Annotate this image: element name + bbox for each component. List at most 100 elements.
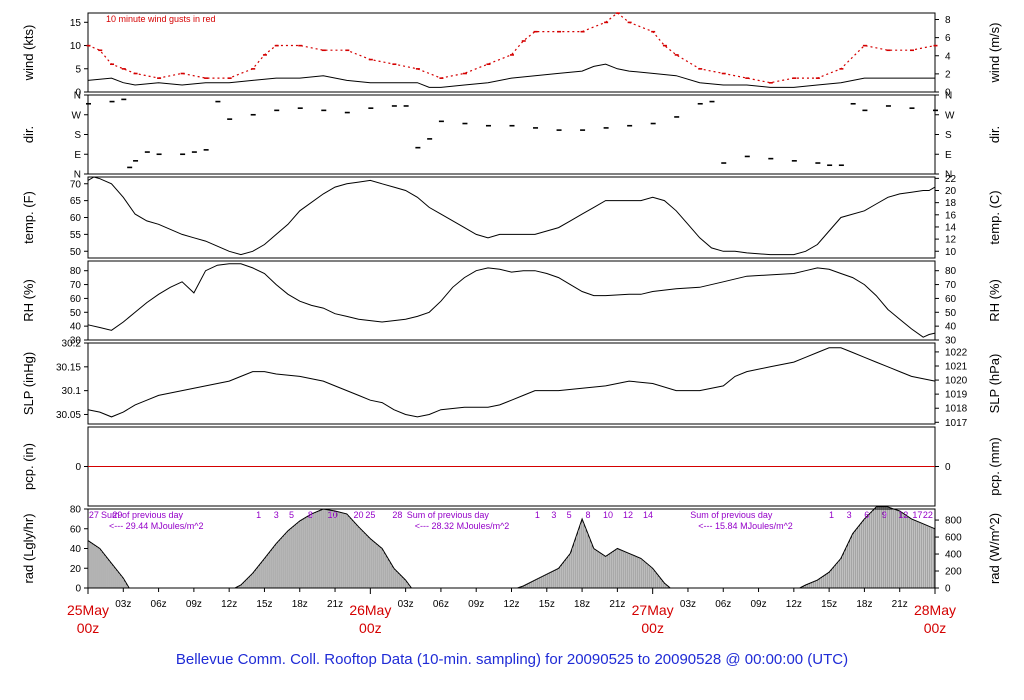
wind-speed-line <box>87 63 935 88</box>
wind-direction-point <box>415 146 421 149</box>
temp-left-tick-label: 65 <box>70 196 82 207</box>
wind-direction-point <box>697 102 703 105</box>
wind-panel: 0 5 10 15 0 2 4 6 8 wind (kts) wind (m/s) 10 minute… <box>21 12 1002 99</box>
wind-direction-point <box>191 151 197 153</box>
x-tick-label: 12z <box>786 599 802 610</box>
wind-gust-point <box>886 49 891 52</box>
rh-left-tick-label: 70 <box>70 280 82 291</box>
wind-gust-point <box>121 68 126 70</box>
wind-direction-point <box>485 124 491 127</box>
wind-direction-point <box>391 105 397 107</box>
wind-gust-point <box>321 49 326 52</box>
wind-direction-point <box>674 116 680 118</box>
wind-gust-point <box>721 72 726 75</box>
wind-direction-point <box>133 160 139 162</box>
radiation-hour-label: 1 <box>256 510 261 520</box>
dir-frame <box>87 94 936 175</box>
x-tick-label: 06z <box>715 599 731 610</box>
wind-gust-point <box>627 21 632 24</box>
wind-gust-point <box>792 77 797 79</box>
dir-right-tick-label: S <box>945 130 952 141</box>
x-tick-label: 18z <box>856 599 872 610</box>
rad-frame <box>87 508 936 589</box>
wind-direction-point <box>462 122 468 125</box>
wind-direction-point <box>215 100 221 103</box>
rh-right-tick-label: 80 <box>945 266 957 277</box>
x-tick-label: 21z <box>327 599 343 610</box>
temp-right-tick-label: 10 <box>945 247 957 258</box>
rh-right-tick-label: 30 <box>945 336 957 347</box>
temp-right-tick-label: 14 <box>945 222 957 233</box>
wind-direction-point <box>109 100 115 103</box>
temp-right-tick-label: 18 <box>945 198 957 209</box>
x-tick-label: 09z <box>750 599 766 610</box>
slp-right-tick-label: 1021 <box>945 362 968 373</box>
wind-gust-point <box>345 49 350 52</box>
dir-right-tick-label: E <box>945 150 952 161</box>
radiation-hour-label: 9 <box>882 510 887 520</box>
dir-left-tick-label: W <box>72 110 82 121</box>
dir-left-tick-label: N <box>74 91 81 102</box>
wind-direction-point <box>815 162 821 164</box>
radiation-daily-title: Sum of previous day <box>101 510 184 520</box>
slp-right-tick-label: 1019 <box>945 390 968 401</box>
wind-direction-point <box>250 113 256 116</box>
wind-gust-point <box>533 30 538 33</box>
x-tick-label: 03z <box>680 599 696 610</box>
radiation-daily-total: <--- 29.44 MJoules/m^2 <box>109 521 204 531</box>
pcp-right-tick-label: 0 <box>945 462 951 473</box>
radiation-hour-label: 8 <box>585 510 590 520</box>
rad-left-tick-label: 80 <box>70 505 82 516</box>
temp-right-tick-label: 16 <box>945 210 957 221</box>
sea-level-pressure-line <box>87 347 936 418</box>
wind-direction-point <box>556 129 562 131</box>
wind-direction-point <box>791 160 797 162</box>
x-tick-label: 12z <box>221 599 237 610</box>
wind-direction-point <box>603 127 609 129</box>
temp-left-tick-label: 50 <box>70 247 82 258</box>
wind-direction-point <box>121 98 127 101</box>
wind-gust-point <box>768 82 773 84</box>
dir-right-tick-label: W <box>945 110 955 121</box>
wind-gust-point <box>180 72 185 75</box>
wind-gust-annotation: 10 minute wind gusts in red <box>106 14 216 24</box>
slp-left-tick-label: 30.2 <box>62 339 82 350</box>
slp-left-axis-title: SLP (inHg) <box>21 352 36 415</box>
rad-right-tick-label: 200 <box>945 567 962 578</box>
wind-gust-point <box>604 21 609 24</box>
wind-direction-point <box>203 149 209 151</box>
x-tick-label: 03z <box>115 599 131 610</box>
wind-direction-point <box>627 124 633 127</box>
radiation-hour-label: 1 <box>829 510 834 520</box>
rad-left-tick-label: 60 <box>70 524 82 535</box>
wind-gust-point <box>557 30 562 33</box>
rad-left-tick-label: 0 <box>75 584 81 595</box>
wind-gust-point <box>815 77 820 79</box>
rad-right-tick-label: 800 <box>945 516 962 527</box>
wind-direction-point <box>274 109 280 112</box>
pcp-left-axis-title: pcp. (in) <box>21 443 36 490</box>
wind-direction-point <box>180 153 186 156</box>
dir-right-tick-label: N <box>945 170 952 181</box>
rh-left-tick-label: 40 <box>70 322 82 333</box>
rad-left-tick-label: 40 <box>70 544 82 555</box>
radiation-hour-label: 10 <box>328 510 338 520</box>
dir-left-tick-label: N <box>74 170 81 181</box>
wind-gust-point <box>933 44 938 47</box>
wind-direction-point <box>909 107 915 109</box>
radiation-hour-label: 29 <box>112 510 122 520</box>
rad-right-axis-title: rad (W/m^2) <box>987 513 1002 584</box>
radiation-hour-label: 3 <box>847 510 852 520</box>
wind-direction-point <box>144 151 150 153</box>
wind-direction-point <box>344 111 350 114</box>
wind-gust-point <box>251 68 256 70</box>
slp-right-tick-label: 1020 <box>945 376 968 387</box>
radiation-daily-total: <--- 28.32 MJoules/m^2 <box>415 521 510 531</box>
radiation-hour-label: 1 <box>535 510 540 520</box>
wind-right-tick-label: 6 <box>945 33 951 44</box>
wind-direction-point <box>580 129 586 131</box>
radiation-hour-label: 14 <box>643 510 653 520</box>
dir-right-axis-title: dir. <box>987 126 1002 143</box>
